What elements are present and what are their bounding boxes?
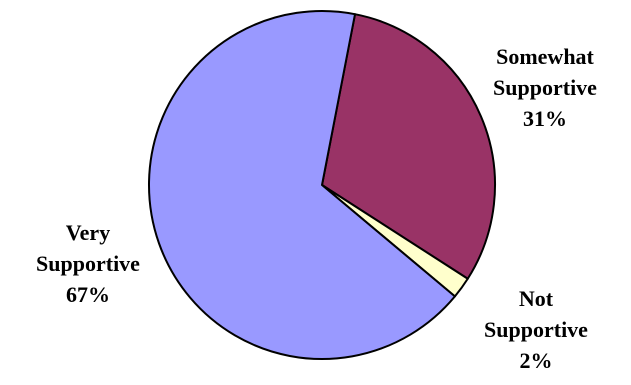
slice-value-label: 67% [66, 282, 110, 307]
slice-name-line: Supportive [484, 317, 588, 342]
slice-name-line: Very [66, 220, 110, 245]
slice-name-line: Somewhat [496, 44, 594, 69]
slice-value-label: 2% [520, 348, 553, 373]
slice-value-label: 31% [523, 106, 567, 131]
slice-label-somewhat-supportive: Somewhat Supportive 31% [493, 44, 597, 131]
slice-name-line: Not [519, 286, 554, 311]
pie-slices [147, 10, 496, 361]
pie-labels: Somewhat Supportive 31% Not Supportive 2% Very… [36, 44, 597, 373]
slice-name-line: Supportive [493, 75, 597, 100]
slice-label-very-supportive: Very Supportive 67% [36, 220, 140, 307]
pie-slice-very-supportive [147, 10, 456, 361]
slice-name-line: Supportive [36, 251, 140, 276]
slice-label-not-supportive: Not Supportive 2% [484, 286, 588, 373]
